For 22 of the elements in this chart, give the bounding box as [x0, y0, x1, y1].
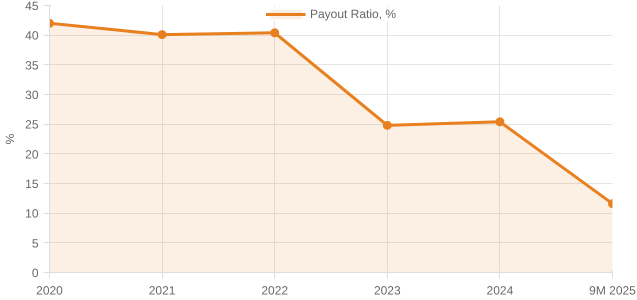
- y-tick-label: 40: [25, 28, 39, 43]
- x-tick-label: 2022: [261, 284, 288, 298]
- y-tick-label: 35: [25, 58, 39, 72]
- legend-label: Payout Ratio, %: [310, 7, 396, 21]
- x-tick-label: 2024: [486, 284, 514, 298]
- point: [382, 120, 392, 130]
- y-tick-label: 25: [25, 118, 39, 132]
- x-tick-label: 2021: [148, 284, 176, 298]
- y-tick-label: 30: [25, 88, 39, 102]
- y-tick-label: 20: [25, 147, 39, 162]
- point: [270, 28, 280, 38]
- point: [158, 30, 167, 40]
- y-tick-label: 0: [32, 266, 39, 280]
- y-axis-title: %: [3, 133, 18, 144]
- y-tick-label: 10: [25, 206, 39, 221]
- x-tick-label: 9M 2025: [589, 284, 636, 298]
- x-tick-label: 2020: [36, 284, 64, 298]
- y-tick-label: 15: [25, 177, 39, 191]
- point: [495, 117, 504, 126]
- y-tick-label: 45: [25, 0, 39, 13]
- x-tick-label: 2023: [374, 284, 401, 298]
- y-tick-label: 5: [32, 236, 39, 250]
